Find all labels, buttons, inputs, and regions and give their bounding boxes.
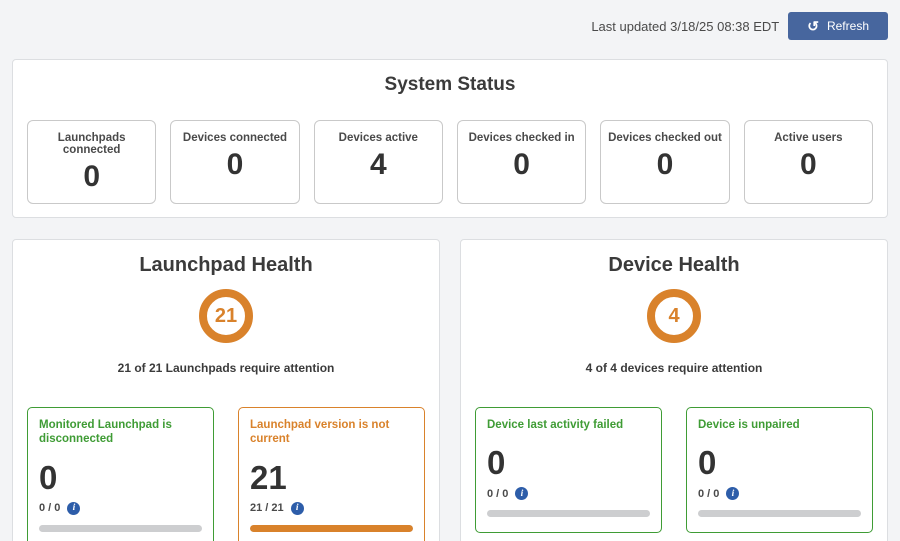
- stat-label: Active users: [774, 132, 843, 144]
- device-health-title: Device Health: [608, 254, 740, 276]
- launchpad-health-panel: Launchpad Health 21 21 of 21 Launchpads …: [12, 239, 440, 541]
- metric-value: 0: [487, 444, 506, 482]
- metric-label: Device is unpaired: [698, 419, 800, 431]
- device-health-ring: 4: [647, 289, 701, 343]
- stat-value: 0: [83, 160, 100, 193]
- metric-value: 0: [39, 458, 58, 496]
- system-status-panel: System Status Launchpads connected 0 Dev…: [12, 59, 888, 218]
- stat-card-devices-checked-out: Devices checked out 0: [600, 120, 730, 204]
- progress-bar: [698, 510, 861, 518]
- metric-fraction: 0 / 0: [39, 502, 61, 515]
- metric-fraction-row: 21 / 21 i: [250, 501, 413, 515]
- info-icon[interactable]: i: [726, 487, 740, 501]
- progress-bar: [487, 510, 650, 518]
- device-health-ring-value: 4: [668, 304, 680, 327]
- metric-fraction-row: 0 / 0 i: [39, 501, 202, 515]
- stat-value: 0: [656, 148, 674, 181]
- metric-card-launchpad-disconnected[interactable]: Monitored Launchpad is disconnected 0 0 …: [27, 407, 214, 541]
- refresh-button[interactable]: ↺ Refresh: [788, 12, 888, 40]
- header-bar: Last updated 3/18/25 08:38 EDT ↺ Refresh: [0, 0, 900, 52]
- stat-card-devices-checked-in: Devices checked in 0: [456, 120, 587, 204]
- stat-card-devices-active: Devices active 4: [313, 120, 443, 204]
- refresh-button-label: Refresh: [826, 19, 869, 33]
- metric-value: 0: [698, 444, 717, 482]
- metric-fraction-row: 0 / 0 i: [487, 487, 650, 501]
- info-icon[interactable]: i: [67, 501, 81, 515]
- stat-label: Devices active: [338, 132, 418, 144]
- device-metrics-row: Device last activity failed 0 0 / 0 i De…: [461, 407, 887, 534]
- refresh-icon: ↺: [807, 18, 819, 34]
- info-icon[interactable]: i: [515, 487, 529, 501]
- metric-value: 21: [250, 458, 287, 496]
- metric-fraction: 0 / 0: [698, 487, 720, 500]
- launchpad-health-ring-value: 21: [214, 304, 238, 327]
- stat-label: Launchpads connected: [57, 132, 126, 156]
- metric-card-device-activity-failed[interactable]: Device last activity failed 0 0 / 0 i: [475, 407, 662, 534]
- stat-value: 0: [513, 148, 530, 181]
- stat-label: Devices checked out: [608, 132, 722, 144]
- stat-value: 0: [799, 148, 817, 181]
- device-health-summary: 4 of 4 devices require attention: [585, 361, 763, 375]
- last-updated-text: Last updated 3/18/25 08:38 EDT: [591, 18, 780, 34]
- progress-bar: [250, 524, 413, 532]
- health-panels-row: Launchpad Health 21 21 of 21 Launchpads …: [12, 239, 888, 541]
- launchpad-health-title: Launchpad Health: [139, 254, 313, 276]
- progress-fill: [250, 524, 413, 532]
- stat-value: 0: [226, 148, 244, 181]
- metric-label: Device last activity failed: [487, 419, 624, 431]
- metric-card-device-unpaired[interactable]: Device is unpaired 0 0 / 0 i: [686, 407, 873, 534]
- metric-label: Launchpad version is not current: [250, 419, 390, 446]
- stat-card-devices-connected: Devices connected 0: [170, 120, 300, 204]
- metric-card-launchpad-version[interactable]: Launchpad version is not current 21 21 /…: [238, 407, 425, 541]
- info-icon[interactable]: i: [290, 501, 304, 515]
- metric-fraction: 21 / 21: [250, 502, 284, 515]
- system-status-stats-row: Launchpads connected 0 Devices connected…: [13, 120, 887, 204]
- system-status-title: System Status: [384, 74, 516, 95]
- stat-card-active-users: Active users 0: [743, 120, 873, 204]
- metric-fraction: 0 / 0: [487, 487, 509, 500]
- launchpad-health-summary: 21 of 21 Launchpads require attention: [117, 361, 335, 375]
- stat-card-launchpads-connected: Launchpads connected 0: [27, 120, 157, 204]
- device-health-panel: Device Health 4 4 of 4 devices require a…: [460, 239, 888, 541]
- progress-bar: [39, 524, 202, 532]
- launchpad-health-ring: 21: [199, 289, 253, 343]
- stat-label: Devices checked in: [468, 132, 575, 144]
- metric-label: Monitored Launchpad is disconnected: [39, 419, 172, 446]
- stat-label: Devices connected: [182, 132, 288, 144]
- stat-value: 4: [369, 148, 387, 181]
- launchpad-metrics-row: Monitored Launchpad is disconnected 0 0 …: [13, 407, 439, 541]
- metric-fraction-row: 0 / 0 i: [698, 487, 861, 501]
